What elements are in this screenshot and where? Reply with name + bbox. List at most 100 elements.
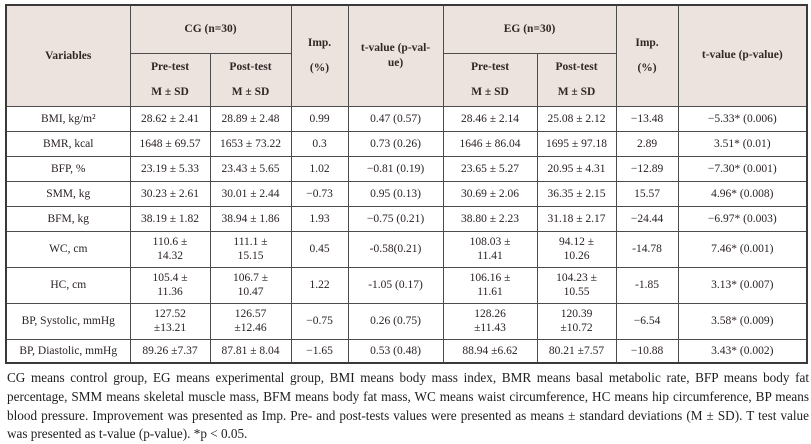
eg-tvalue-cell: 7.46* (0.001) — [677, 230, 808, 268]
cg-tvalue-cell: 0.95 (0.13) — [347, 180, 444, 207]
cg-post-test-cell: 106.7 ± 10.47 — [209, 266, 292, 304]
eg-improvement-cell: -14.78 — [615, 230, 679, 268]
table-row: HC, cm 105.4 ± 11.36 106.7 ± 10.47 1.22 -1.0… — [5, 266, 808, 304]
cg-post-test-cell: 28.89 ± 2.48 — [209, 105, 292, 132]
eg-pre-test-cell: 28.46 ± 2.14 — [442, 105, 538, 132]
variable-label: BP, Diastolic, mmHg — [5, 338, 131, 364]
table-footnote: CG means control group, EG means experim… — [7, 370, 809, 442]
eg-tvalue-cell: −5.33* (0.006) — [677, 105, 808, 132]
table-row: BMR, kcal 1648 ± 69.57 1653 ± 73.22 0.3 0.73… — [5, 130, 808, 157]
cg-pre-test-cell: 28.62 ± 2.41 — [129, 105, 211, 132]
cg-improvement-cell: −0.73 — [290, 180, 349, 207]
table-row: BFP, % 23.19 ± 5.33 23.43 ± 5.65 1.02 −0.81 … — [5, 155, 808, 182]
header-cg-tvalue: t-value (p-val- ue) — [347, 4, 444, 107]
cg-improvement-cell: 1.02 — [290, 155, 349, 182]
eg-improvement-cell: 2.89 — [615, 130, 679, 157]
eg-post-test-cell: 80.21 ±7.57 — [536, 338, 617, 364]
table-row: WC, cm 110.6 ± 14.32 111.1 ± 15.15 0.45 -0.5… — [5, 230, 808, 268]
eg-pre-test-cell: 1646 ± 86.04 — [442, 130, 538, 157]
table-row: BMI, kg/m² 28.62 ± 2.41 28.89 ± 2.48 0.99 0.… — [5, 105, 808, 132]
cg-tvalue-cell: -1.05 (0.17) — [347, 266, 444, 304]
eg-post-test-cell: 94.12 ± 10.26 — [536, 230, 617, 268]
eg-pre-test-cell: 30.69 ± 2.06 — [442, 180, 538, 207]
eg-post-test-cell: 20.95 ± 4.31 — [536, 155, 617, 182]
eg-improvement-cell: −10.88 — [615, 338, 679, 364]
cg-post-test-cell: 23.43 ± 5.65 — [209, 155, 292, 182]
variable-label: SMM, kg — [5, 180, 131, 207]
cg-pre-test-cell: 105.4 ± 11.36 — [129, 266, 211, 304]
variable-label: BFM, kg — [5, 205, 131, 232]
header-eg-improvement: Imp. (%) — [615, 4, 679, 107]
cg-pre-test-cell: 1648 ± 69.57 — [129, 130, 211, 157]
header-cg-pre-test: Pre-test M ± SD — [129, 52, 211, 107]
cg-tvalue-cell: −0.75 (0.21) — [347, 205, 444, 232]
cg-improvement-cell: 0.3 — [290, 130, 349, 157]
cg-post-test-cell: 87.81 ± 8.04 — [209, 338, 292, 364]
variable-label: BMR, kcal — [5, 130, 131, 157]
eg-pre-test-cell: 106.16 ± 11.61 — [442, 266, 538, 304]
eg-improvement-cell: −12.89 — [615, 155, 679, 182]
cg-improvement-cell: 1.93 — [290, 205, 349, 232]
cg-tvalue-cell: -0.58(0.21) — [347, 230, 444, 268]
table-row: SMM, kg 30.23 ± 2.61 30.01 ± 2.44 −0.73 0.95… — [5, 180, 808, 207]
cg-post-test-cell: 111.1 ± 15.15 — [209, 230, 292, 268]
eg-tvalue-cell: −6.97* (0.003) — [677, 205, 808, 232]
variable-label: BFP, % — [5, 155, 131, 182]
cg-tvalue-cell: −0.81 (0.19) — [347, 155, 444, 182]
header-cg-improvement: Imp. (%) — [290, 4, 349, 107]
eg-tvalue-cell: 4.96* (0.008) — [677, 180, 808, 207]
cg-pre-test-cell: 110.6 ± 14.32 — [129, 230, 211, 268]
eg-tvalue-cell: −7.30* (0.001) — [677, 155, 808, 182]
header-cg-group: CG (n=30) — [129, 4, 292, 54]
eg-pre-test-cell: 128.26 ±11.43 — [442, 302, 538, 340]
cg-post-test-cell: 1653 ± 73.22 — [209, 130, 292, 157]
eg-post-test-cell: 31.18 ± 2.17 — [536, 205, 617, 232]
variable-label: WC, cm — [5, 230, 131, 268]
eg-post-test-cell: 120.39 ±10.72 — [536, 302, 617, 340]
eg-improvement-cell: −6.54 — [615, 302, 679, 340]
eg-pre-test-cell: 88.94 ±6.62 — [442, 338, 538, 364]
eg-improvement-cell: -1.85 — [615, 266, 679, 304]
eg-improvement-cell: −13.48 — [615, 105, 679, 132]
eg-improvement-cell: 15.57 — [615, 180, 679, 207]
table-row: BP, Diastolic, mmHg 89.26 ±7.37 87.81 ± 8.… — [5, 338, 808, 364]
results-table: Variables CG (n=30) Imp. (%) t-value (p-… — [5, 4, 809, 364]
variable-label: BP, Systolic, mmHg — [5, 302, 131, 340]
eg-post-test-cell: 104.23 ± 10.55 — [536, 266, 617, 304]
eg-tvalue-cell: 3.13* (0.007) — [677, 266, 808, 304]
cg-improvement-cell: 0.45 — [290, 230, 349, 268]
eg-post-test-cell: 25.08 ± 2.12 — [536, 105, 617, 132]
table-row: BP, Systolic, mmHg 127.52 ±13.21 126.57 ±1… — [5, 302, 808, 340]
cg-tvalue-cell: 0.26 (0.75) — [347, 302, 444, 340]
cg-post-test-cell: 38.94 ± 1.86 — [209, 205, 292, 232]
cg-pre-test-cell: 38.19 ± 1.82 — [129, 205, 211, 232]
header-eg-group: EG (n=30) — [442, 4, 617, 54]
eg-pre-test-cell: 23.65 ± 5.27 — [442, 155, 538, 182]
variable-label: BMI, kg/m² — [5, 105, 131, 132]
cg-post-test-cell: 30.01 ± 2.44 — [209, 180, 292, 207]
cg-improvement-cell: 0.99 — [290, 105, 349, 132]
header-variables: Variables — [5, 4, 131, 107]
eg-improvement-cell: −24.44 — [615, 205, 679, 232]
eg-post-test-cell: 1695 ± 97.18 — [536, 130, 617, 157]
cg-improvement-cell: 1.22 — [290, 266, 349, 304]
cg-pre-test-cell: 127.52 ±13.21 — [129, 302, 211, 340]
eg-post-test-cell: 36.35 ± 2.15 — [536, 180, 617, 207]
header-eg-pre-test: Pre-test M ± SD — [442, 52, 538, 107]
eg-tvalue-cell: 3.51* (0.01) — [677, 130, 808, 157]
cg-tvalue-cell: 0.47 (0.57) — [347, 105, 444, 132]
header-eg-tvalue: t-value (p-value) — [677, 4, 808, 107]
cg-tvalue-cell: 0.73 (0.26) — [347, 130, 444, 157]
variable-label: HC, cm — [5, 266, 131, 304]
cg-tvalue-cell: 0.53 (0.48) — [347, 338, 444, 364]
cg-pre-test-cell: 89.26 ±7.37 — [129, 338, 211, 364]
table-row: BFM, kg 38.19 ± 1.82 38.94 ± 1.86 1.93 −0.75… — [5, 205, 808, 232]
eg-pre-test-cell: 38.80 ± 2.23 — [442, 205, 538, 232]
header-eg-post-test: Post-test M ± SD — [536, 52, 617, 107]
cg-pre-test-cell: 30.23 ± 2.61 — [129, 180, 211, 207]
cg-pre-test-cell: 23.19 ± 5.33 — [129, 155, 211, 182]
eg-tvalue-cell: 3.43* (0.002) — [677, 338, 808, 364]
eg-tvalue-cell: 3.58* (0.009) — [677, 302, 808, 340]
cg-improvement-cell: −1.65 — [290, 338, 349, 364]
